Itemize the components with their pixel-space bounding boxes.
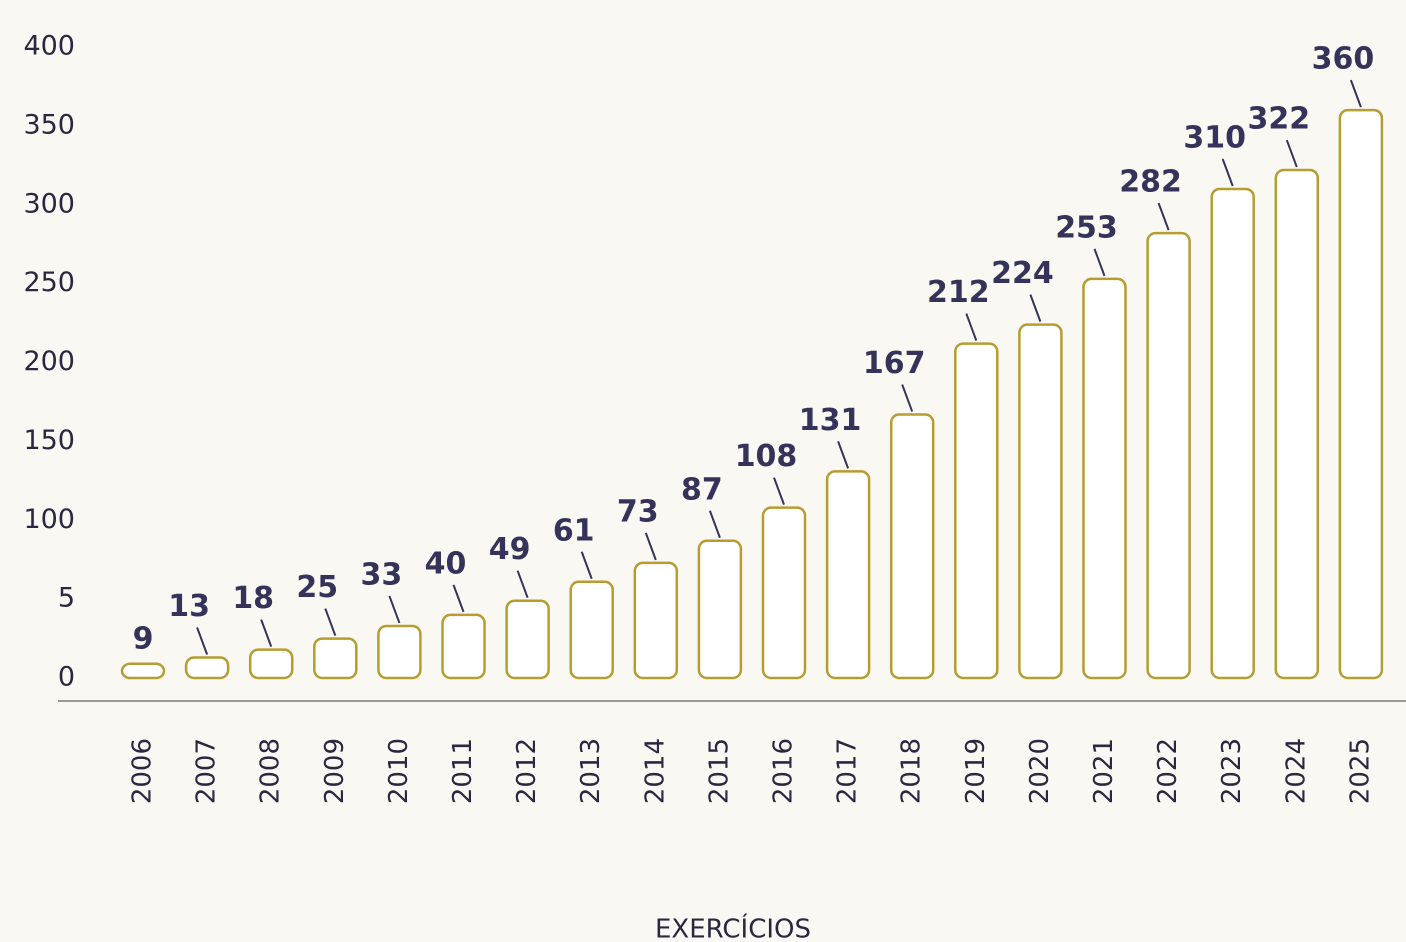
x-tick-label: 2012	[512, 738, 542, 804]
leader-line	[644, 532, 657, 561]
value-label: 282	[1119, 165, 1182, 200]
bar	[248, 648, 294, 680]
value-label: 322	[1247, 102, 1310, 137]
bar	[1146, 231, 1191, 680]
leader-line	[324, 608, 337, 636]
x-tick-label: 2020	[1025, 738, 1055, 804]
bar	[1082, 277, 1127, 680]
bar	[441, 613, 486, 680]
value-label: 61	[553, 513, 595, 548]
x-tick-label: 2018	[897, 738, 927, 804]
bar	[313, 637, 358, 680]
leader-line	[1349, 79, 1362, 108]
bar	[1018, 323, 1063, 680]
leader-line	[1093, 248, 1106, 277]
x-tick-label: 2017	[833, 738, 863, 804]
value-label: 13	[168, 589, 210, 624]
y-tick-label: 200	[23, 346, 75, 377]
leader-line	[1029, 294, 1042, 322]
leader-line	[965, 313, 978, 341]
value-label: 33	[361, 557, 403, 592]
value-label: 40	[425, 546, 467, 581]
x-tick-label: 2023	[1217, 738, 1247, 804]
x-tick-label: 2010	[384, 738, 414, 804]
value-label: 253	[1055, 210, 1118, 245]
bar	[569, 580, 614, 680]
x-tick-label: 2024	[1281, 738, 1311, 804]
value-label: 73	[617, 494, 659, 529]
bar	[377, 624, 422, 680]
y-tick-label: 350	[23, 109, 75, 140]
y-tick-label: 250	[23, 267, 75, 298]
x-tick-label: 2019	[961, 738, 991, 804]
bar	[1338, 108, 1384, 680]
bar	[825, 470, 871, 680]
x-tick-label: 2011	[448, 738, 478, 804]
leader-line	[1157, 202, 1170, 231]
x-tick-label: 2022	[1153, 738, 1183, 804]
x-tick-label: 2016	[769, 738, 799, 804]
leader-line	[773, 477, 785, 505]
value-label: 310	[1183, 120, 1246, 155]
bar	[633, 561, 679, 680]
bar	[1210, 187, 1255, 680]
x-tick-label: 2025	[1345, 738, 1375, 804]
y-tick-label: 100	[23, 504, 75, 535]
bar	[761, 506, 807, 680]
leader-line	[516, 570, 529, 599]
leader-line	[196, 627, 209, 655]
leader-line	[901, 384, 914, 412]
y-tick-label: 300	[23, 188, 75, 219]
bar	[120, 662, 166, 680]
y-tick-label: 5	[58, 583, 75, 614]
leader-line	[452, 584, 465, 613]
leader-line	[388, 595, 401, 624]
value-label: 212	[927, 275, 990, 310]
value-label: 25	[296, 570, 338, 605]
bar	[889, 413, 935, 680]
bar	[1274, 168, 1320, 680]
x-axis-label: EXERCÍCIOS	[655, 913, 811, 942]
x-tick-label: 2015	[704, 738, 734, 804]
x-tick-label: 2013	[576, 738, 606, 804]
leader-line	[260, 619, 273, 647]
value-label: 108	[735, 439, 798, 474]
value-label: 49	[489, 532, 531, 567]
x-tick-label: 2007	[192, 738, 222, 804]
x-tick-label: 2014	[640, 738, 670, 804]
y-tick-label: 400	[23, 31, 75, 62]
y-tick-label: 0	[58, 662, 75, 693]
x-tick-label: 2009	[320, 738, 350, 804]
value-label: 360	[1312, 42, 1375, 77]
leader-line	[1285, 139, 1298, 168]
value-label: 167	[863, 346, 926, 381]
value-label: 224	[991, 256, 1054, 291]
x-tick-label: 2021	[1089, 738, 1119, 804]
bar	[184, 656, 230, 680]
y-tick-label: 150	[23, 425, 75, 456]
value-label: 131	[799, 403, 862, 438]
value-label: 87	[681, 472, 723, 507]
bar	[697, 539, 743, 680]
leader-line	[580, 551, 593, 580]
x-tick-label: 2006	[128, 738, 158, 804]
bar	[954, 342, 999, 680]
bar	[505, 599, 550, 680]
leader-line	[837, 441, 850, 469]
value-label: 18	[232, 581, 274, 616]
leader-line	[708, 510, 721, 539]
value-label: 9	[133, 621, 154, 656]
leader-line	[1221, 158, 1234, 187]
x-tick-label: 2008	[256, 738, 286, 804]
